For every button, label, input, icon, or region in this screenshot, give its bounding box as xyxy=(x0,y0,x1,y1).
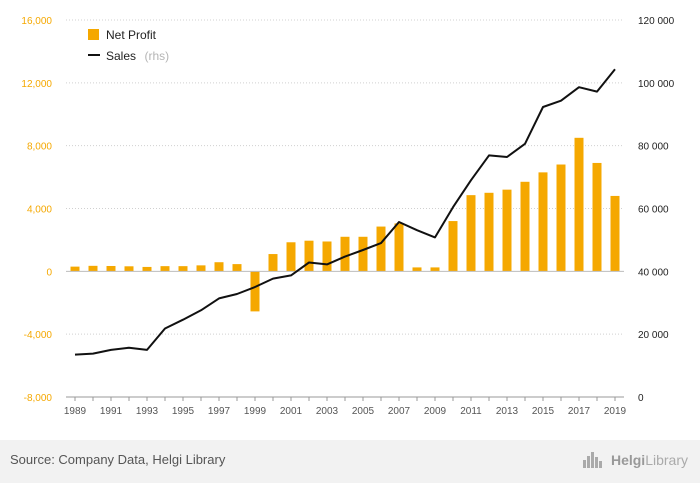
legend: Net Profit Sales (rhs) xyxy=(88,28,169,64)
net-profit-bar xyxy=(250,271,260,312)
net-profit-bar xyxy=(160,266,170,272)
legend-label-sales-note: (rhs) xyxy=(144,49,169,63)
net-profit-bar xyxy=(196,265,206,272)
y-left-tick-label: 4,000 xyxy=(27,205,52,216)
x-tick-label: 2015 xyxy=(532,406,555,417)
y-right-tick-label: 40 000 xyxy=(638,267,669,278)
y-right-tick-label: 100 000 xyxy=(638,79,675,90)
city-skyline-icon xyxy=(582,452,602,468)
chart: -8,000 -4,000 0 4,000 8,000 12,000 16,000 0 20 … xyxy=(21,16,675,417)
net-profit-bar xyxy=(106,265,116,272)
y-left-tick-label: 12,000 xyxy=(21,79,52,90)
x-tick-label: 1999 xyxy=(244,406,267,417)
legend-label-sales: Sales (rhs) xyxy=(106,47,169,64)
y-right-tick-label: 60 000 xyxy=(638,205,669,216)
y-left-tick-label: 8,000 xyxy=(27,142,52,153)
y-right-tick-label: 80 000 xyxy=(638,142,669,153)
net-profit-bar xyxy=(268,254,278,272)
x-tick-label: 2009 xyxy=(424,406,447,417)
net-profit-bar xyxy=(232,264,242,272)
y-left-tick-label: 16,000 xyxy=(21,16,52,27)
net-profit-bar xyxy=(394,223,404,272)
net-profit-bar xyxy=(88,265,98,272)
net-profit-bar xyxy=(376,226,386,272)
net-profit-bar xyxy=(502,189,512,272)
y-right-tick-label: 20 000 xyxy=(638,330,669,341)
net-profit-bar xyxy=(520,181,530,272)
net-profit-bar xyxy=(466,195,476,272)
x-axis: 1989 1991 1993 1995 1997 1999 2001 2003 2005 2007… xyxy=(64,396,627,417)
net-profit-bar xyxy=(358,236,368,272)
net-profit-bar xyxy=(556,164,566,272)
x-tick-label: 1997 xyxy=(208,406,231,417)
net-profit-bar xyxy=(592,162,602,272)
brand-suffix: Library xyxy=(645,452,688,468)
y-left-tick-label: -8,000 xyxy=(24,393,53,404)
y-left-tick-label: 0 xyxy=(46,267,52,278)
net-profit-bar xyxy=(286,242,296,272)
net-profit-bar xyxy=(430,267,440,272)
net-profit-bar xyxy=(484,192,494,272)
x-tick-label: 2007 xyxy=(388,406,411,417)
right-axis: 0 20 000 40 000 60 000 80 000 100 000 120 000 xyxy=(638,16,675,404)
footer: Source: Company Data, Helgi Library Helg… xyxy=(0,440,700,483)
x-tick-label: 2003 xyxy=(316,406,339,417)
legend-label-sales-name: Sales xyxy=(106,49,136,63)
brand-prefix: Helgi xyxy=(610,452,646,468)
net-profit-bars xyxy=(70,137,620,312)
net-profit-bar xyxy=(574,137,584,272)
net-profit-bar xyxy=(304,240,314,272)
x-tick-label: 1993 xyxy=(136,406,159,417)
net-profit-bar xyxy=(340,236,350,272)
source-text: Source: Company Data, Helgi Library xyxy=(10,452,226,467)
x-tick-label: 1989 xyxy=(64,406,87,417)
sales-line xyxy=(74,68,616,356)
net-profit-bar xyxy=(412,267,422,272)
x-tick-label: 1991 xyxy=(100,406,123,417)
sales-line-path xyxy=(74,68,616,356)
left-axis: -8,000 -4,000 0 4,000 8,000 12,000 16,000 xyxy=(21,16,52,404)
x-tick-label: 2005 xyxy=(352,406,375,417)
legend-swatch-net-profit xyxy=(88,29,99,40)
x-tick-label: 1995 xyxy=(172,406,195,417)
y-right-tick-label: 0 xyxy=(638,393,644,404)
net-profit-bar xyxy=(142,266,152,272)
x-tick-label: 2019 xyxy=(604,406,627,417)
net-profit-bar xyxy=(214,262,224,272)
x-tick-label: 2017 xyxy=(568,406,591,417)
x-tick-label: 2011 xyxy=(460,406,482,417)
y-right-tick-label: 120 000 xyxy=(638,16,675,27)
net-profit-bar xyxy=(448,221,458,272)
net-profit-bar xyxy=(178,266,188,272)
net-profit-bar xyxy=(322,241,332,272)
x-tick-label: 2013 xyxy=(496,406,519,417)
legend-label-net-profit: Net Profit xyxy=(106,28,157,42)
net-profit-bar xyxy=(610,195,620,272)
brand-logo: HelgiLibrary xyxy=(582,452,688,468)
x-tick-label: 2001 xyxy=(280,406,303,417)
net-profit-bar xyxy=(70,266,80,272)
net-profit-bar xyxy=(124,266,134,272)
net-profit-bar xyxy=(538,172,548,272)
y-left-tick-label: -4,000 xyxy=(24,330,53,341)
